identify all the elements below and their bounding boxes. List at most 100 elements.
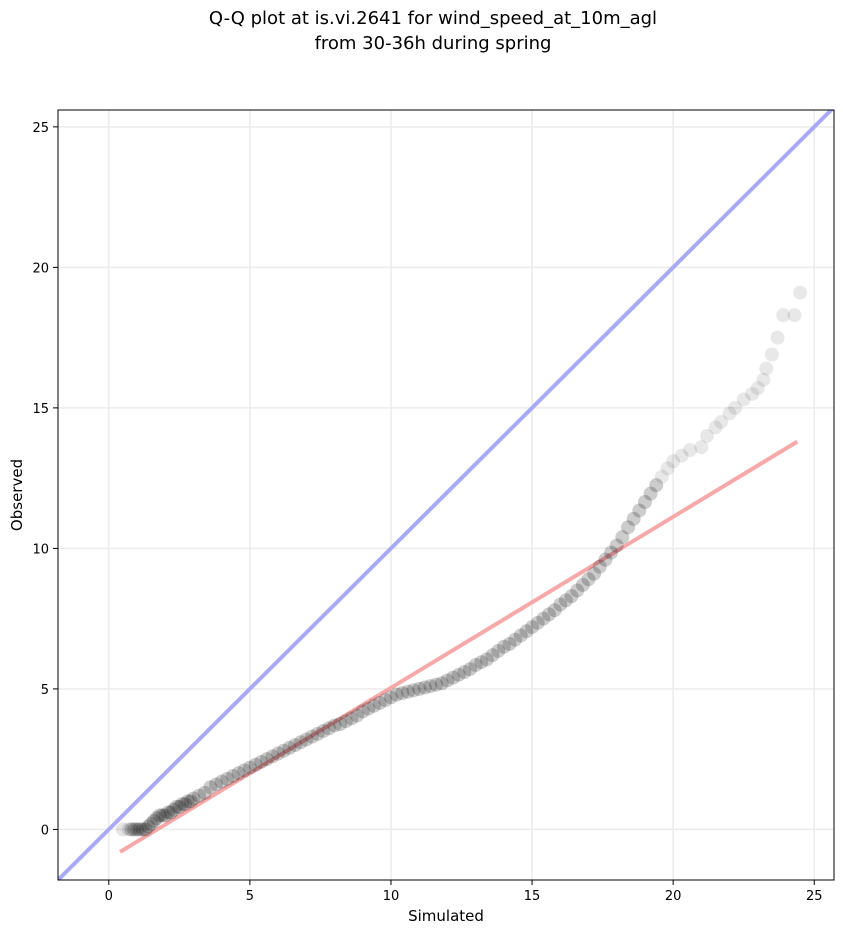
data-point — [508, 632, 523, 647]
data-point — [666, 454, 681, 469]
data-point — [674, 448, 689, 463]
chart-title-line-2: from 30-36h during spring — [315, 33, 552, 54]
x-tick-label: 5 — [246, 889, 254, 904]
data-point — [203, 780, 218, 795]
y-tick-label: 10 — [32, 542, 49, 557]
data-point — [186, 791, 201, 806]
plot-frame — [57, 109, 835, 881]
data-point — [146, 813, 161, 828]
data-point — [259, 752, 274, 767]
data-point — [708, 420, 723, 435]
data-point — [400, 684, 415, 699]
data-point — [367, 698, 382, 713]
data-point — [547, 603, 562, 618]
data-point — [714, 414, 729, 429]
data-point — [519, 624, 534, 639]
data-point — [756, 372, 771, 387]
data-point — [564, 589, 579, 604]
data-point — [214, 774, 229, 789]
data-point — [446, 670, 461, 685]
data-point — [293, 735, 308, 750]
data-point — [220, 771, 235, 786]
x-axis-ticks: 0 5 10 15 20 25 — [105, 880, 823, 904]
data-point — [242, 760, 257, 775]
data-point — [570, 583, 585, 598]
data-point — [581, 572, 596, 587]
data-point — [321, 721, 336, 736]
data-point — [155, 808, 170, 823]
data-points — [115, 285, 808, 837]
data-point — [132, 822, 147, 837]
data-point — [728, 400, 743, 415]
y-tick-label: 20 — [32, 261, 49, 276]
y-axis-label: Observed — [8, 459, 26, 531]
data-point — [130, 822, 145, 837]
data-point — [372, 695, 387, 710]
data-point — [536, 611, 551, 626]
data-point — [660, 461, 675, 476]
data-point — [237, 763, 252, 778]
y-tick-label: 5 — [41, 683, 49, 698]
data-point — [776, 308, 791, 323]
data-point — [141, 819, 156, 834]
x-tick-label: 0 — [105, 889, 113, 904]
data-point — [144, 816, 159, 831]
data-point — [350, 708, 365, 723]
identity-line — [58, 110, 834, 880]
data-point — [694, 440, 709, 455]
data-point — [491, 643, 506, 658]
data-point — [361, 701, 376, 716]
data-point — [231, 766, 246, 781]
data-point — [316, 724, 331, 739]
data-point — [457, 665, 472, 680]
data-point — [637, 495, 652, 510]
data-point — [152, 808, 167, 823]
data-point — [344, 711, 359, 726]
data-point — [304, 729, 319, 744]
x-tick-label: 15 — [524, 889, 541, 904]
data-point — [288, 738, 303, 753]
data-point — [412, 681, 427, 696]
y-axis-ticks: 0 5 10 15 20 25 — [32, 121, 58, 838]
y-tick-label: 25 — [32, 121, 49, 136]
data-point — [575, 577, 590, 592]
data-point — [135, 822, 150, 837]
data-point — [750, 381, 765, 396]
data-point — [587, 566, 602, 581]
grid — [58, 110, 834, 880]
data-point — [770, 330, 785, 345]
data-point — [598, 552, 613, 567]
data-point — [389, 687, 404, 702]
data-point — [479, 652, 494, 667]
data-point — [649, 478, 664, 493]
data-point — [434, 676, 449, 691]
data-point — [172, 799, 187, 814]
data-point — [759, 361, 774, 376]
data-point — [395, 686, 410, 701]
data-point — [745, 386, 760, 401]
data-point — [299, 732, 314, 747]
data-point — [541, 607, 556, 622]
data-point — [553, 597, 568, 612]
data-point — [530, 615, 545, 630]
data-point — [163, 805, 178, 820]
data-point — [138, 822, 153, 837]
reference-lines — [58, 110, 834, 880]
data-point — [333, 717, 348, 732]
data-point — [621, 520, 636, 535]
data-point — [429, 677, 444, 692]
data-point — [254, 754, 269, 769]
data-point — [166, 802, 181, 817]
data-point — [310, 726, 325, 741]
data-point — [643, 486, 658, 501]
x-tick-label: 10 — [383, 889, 400, 904]
data-point — [787, 308, 802, 323]
data-point — [127, 822, 142, 837]
data-point — [736, 392, 751, 407]
data-point — [282, 740, 297, 755]
x-tick-label: 25 — [806, 889, 823, 904]
y-tick-label: 15 — [32, 402, 49, 417]
data-point — [175, 797, 190, 812]
data-point — [440, 673, 455, 688]
